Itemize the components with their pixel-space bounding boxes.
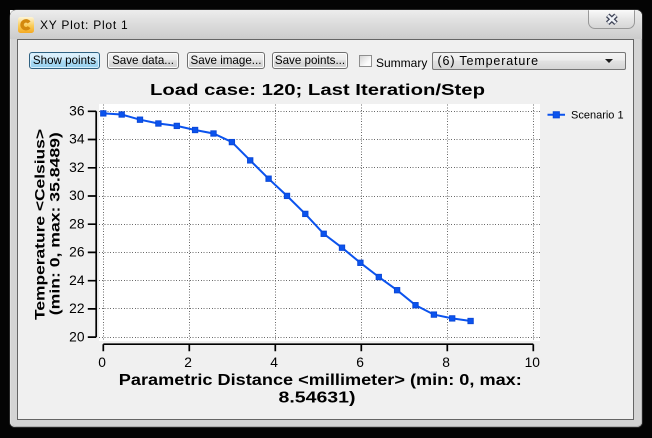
svg-text:28: 28 — [69, 216, 85, 231]
svg-text:34: 34 — [69, 132, 85, 147]
svg-text:26: 26 — [69, 245, 85, 260]
svg-text:(min: 0, max: 35.8489): (min: 0, max: 35.8489) — [48, 132, 63, 315]
svg-text:36: 36 — [69, 104, 85, 119]
svg-text:Load case: 120; Last Iteration: Load case: 120; Last Iteration/Step — [150, 82, 485, 99]
svg-text:6: 6 — [356, 355, 364, 370]
svg-text:Temperature <Celsius>: Temperature <Celsius> — [33, 129, 48, 320]
svg-text:0: 0 — [98, 355, 106, 370]
svg-text:32: 32 — [69, 160, 84, 175]
svg-text:2: 2 — [184, 355, 192, 370]
svg-text:Parametric Distance <millimete: Parametric Distance <millimeter> (min: 0… — [119, 372, 522, 389]
svg-text:24: 24 — [69, 273, 85, 288]
svg-text:4: 4 — [270, 355, 278, 370]
svg-text:Scenario 1: Scenario 1 — [571, 110, 624, 122]
svg-text:8.54631): 8.54631) — [279, 390, 356, 407]
svg-text:10: 10 — [525, 355, 541, 370]
svg-text:30: 30 — [69, 188, 85, 203]
svg-text:8: 8 — [442, 355, 450, 370]
svg-text:20: 20 — [69, 329, 85, 344]
svg-text:22: 22 — [69, 301, 84, 316]
